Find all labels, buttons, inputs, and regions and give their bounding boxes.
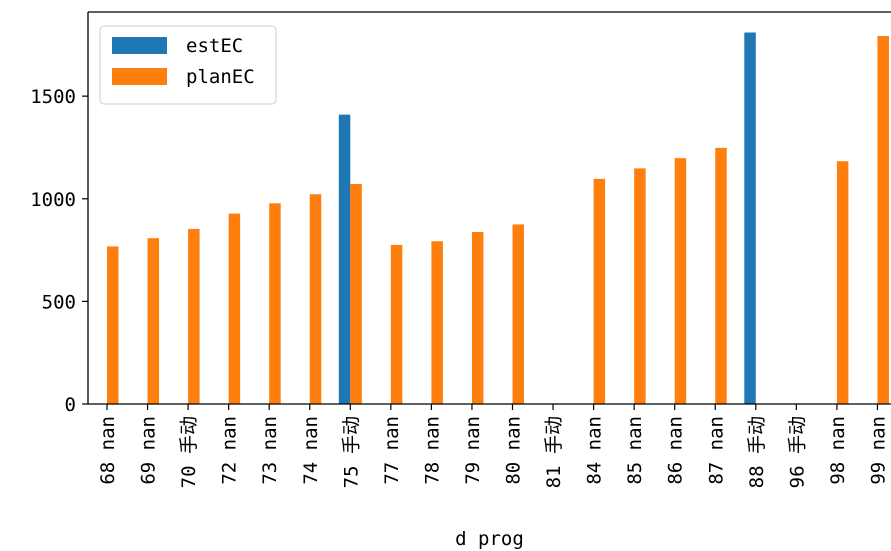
x-tick-label: 87 nan <box>705 416 727 485</box>
x-tick-label: 68 nan <box>97 416 119 485</box>
bar-planEC-1 <box>147 238 160 404</box>
x-tick-label: 72 nan <box>219 416 241 485</box>
bar-planEC-0 <box>107 246 119 404</box>
x-tick-label: 85 nan <box>624 416 646 485</box>
x-tick-label: 79 nan <box>462 416 484 485</box>
bar-planEC-13 <box>634 168 646 404</box>
bar-planEC-7 <box>390 244 403 404</box>
bar-planEC-18 <box>836 161 849 404</box>
x-tick-label: 88 手动 <box>746 416 768 488</box>
bars <box>107 32 889 405</box>
bar-planEC-8 <box>431 241 443 404</box>
legend-swatch-estEC <box>112 37 167 54</box>
bar-planEC-15 <box>715 147 727 404</box>
y-tick-label: 0 <box>65 394 76 416</box>
bar-planEC-2 <box>188 228 200 404</box>
x-tick-label: 81 手动 <box>543 416 565 488</box>
bar-planEC-6 <box>350 183 362 404</box>
x-tick-label: 78 nan <box>421 416 443 485</box>
x-tick-label: 70 手动 <box>178 416 200 488</box>
x-tick-label: 86 nan <box>665 416 687 485</box>
legend-label-estEC: estEC <box>186 35 243 57</box>
bar-planEC-9 <box>471 232 484 404</box>
y-tick-label: 1500 <box>30 86 76 108</box>
legend-label-planEC: planEC <box>186 66 255 88</box>
x-tick-label: 96 手动 <box>786 416 808 488</box>
axes <box>87 11 891 405</box>
x-tick-label: 73 nan <box>259 416 281 485</box>
x-tick-label: 84 nan <box>584 416 606 485</box>
x-tick-label: 74 nan <box>300 416 322 485</box>
x-tick-label: 75 手动 <box>340 416 362 488</box>
bar-planEC-3 <box>228 213 241 404</box>
x-axis-title: d prog <box>455 528 524 550</box>
x-tick-label: 69 nan <box>138 416 160 485</box>
bar-estEC-6 <box>338 114 351 405</box>
y-ticks: 0 500 1000 1500 <box>30 86 88 416</box>
x-tick-label: 99 nan <box>867 416 889 485</box>
x-tick-label: 98 nan <box>827 416 849 485</box>
x-tick-label: 77 nan <box>381 416 403 485</box>
bar-planEC-10 <box>512 224 524 404</box>
bar-planEC-14 <box>674 158 687 404</box>
bar-estEC-16 <box>744 32 756 405</box>
bar-planEC-5 <box>309 194 322 404</box>
x-tick-label: 80 nan <box>503 416 525 485</box>
y-tick-label: 500 <box>42 291 76 313</box>
bar-planEC-12 <box>593 178 606 404</box>
x-ticks: 68 nan 69 nan 70 手动 72 nan 73 nan 74 nan 75 手动… <box>97 404 889 488</box>
bar-planEC-4 <box>269 203 281 404</box>
legend-swatch-planEC <box>112 68 167 85</box>
legend: estEC planEC <box>99 25 277 105</box>
bar-planEC-19 <box>877 36 889 404</box>
y-tick-label: 1000 <box>30 189 76 211</box>
